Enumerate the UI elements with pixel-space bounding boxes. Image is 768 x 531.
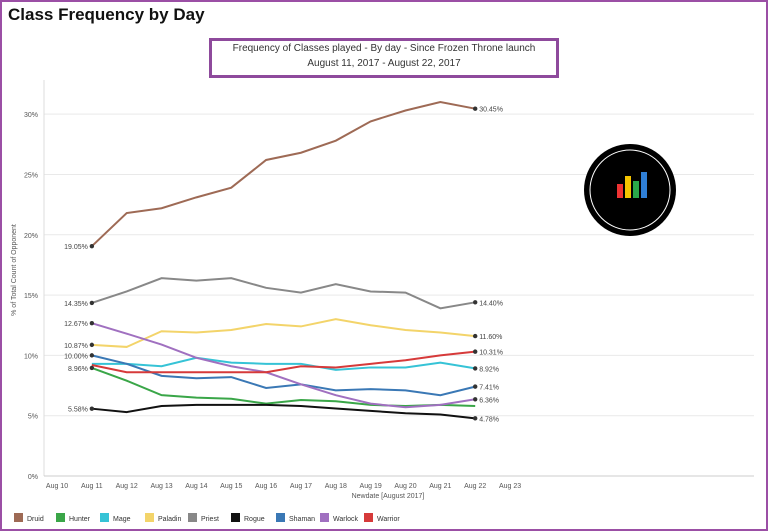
legend-swatch xyxy=(100,513,109,522)
x-axis: Aug 10 Aug 11 Aug 12 Aug 13 Aug 14 Aug 15 Aug … xyxy=(46,483,521,490)
data-label: 14.40% xyxy=(479,300,503,307)
series-line-warlock xyxy=(91,322,476,409)
x-tick-label: Aug 10 xyxy=(46,483,68,490)
chart-subtitle: August 11, 2017 - August 22, 2017 xyxy=(307,58,461,69)
data-label: 12.67% xyxy=(64,321,88,328)
x-tick-label: Aug 18 xyxy=(325,483,347,490)
legend-label: Warrior xyxy=(377,516,400,523)
point-marker xyxy=(473,397,478,402)
y-tick-label: 30% xyxy=(24,112,38,119)
x-tick-label: Aug 17 xyxy=(290,483,312,490)
point-marker xyxy=(89,353,95,358)
point-marker xyxy=(89,244,95,249)
data-reaper-logo xyxy=(584,144,676,236)
point-marker xyxy=(89,342,95,348)
data-label: 6.36% xyxy=(479,397,499,404)
x-tick-label: Aug 23 xyxy=(499,483,521,490)
data-label: 10.31% xyxy=(479,350,503,357)
legend-swatch xyxy=(231,513,240,522)
data-label: 14.35% xyxy=(64,301,88,308)
x-tick-label: Aug 22 xyxy=(464,483,486,490)
y-tick-label: 0% xyxy=(28,474,38,481)
series-line-warrior xyxy=(91,350,476,374)
legend-swatch xyxy=(364,513,373,522)
data-label: 30.45% xyxy=(479,107,503,114)
series-line-paladin xyxy=(91,318,476,348)
legend-swatch xyxy=(145,513,154,522)
point-marker xyxy=(473,366,478,371)
x-tick-label: Aug 12 xyxy=(116,483,138,490)
x-tick-label: Aug 20 xyxy=(394,483,416,490)
legend-swatch xyxy=(56,513,65,522)
point-marker xyxy=(473,333,478,339)
x-axis-label: Newdate [August 2017] xyxy=(352,493,425,500)
legend-label: Hunter xyxy=(69,516,91,523)
point-marker xyxy=(473,384,478,389)
data-label: 11.60% xyxy=(479,334,502,341)
data-label: 10.00% xyxy=(64,353,88,360)
series-line-druid xyxy=(91,101,476,247)
series-line-hunter xyxy=(91,366,476,408)
y-axis: 0% 5% 10% 15% 20% 25% 30% xyxy=(24,112,38,481)
legend-label: Rogue xyxy=(244,516,265,523)
legend-swatch xyxy=(14,513,23,522)
data-label: 8.96% xyxy=(68,366,88,373)
series-lines xyxy=(91,101,476,420)
data-label: 19.05% xyxy=(64,244,88,251)
series-line-priest xyxy=(91,277,476,310)
point-marker xyxy=(473,349,478,354)
legend-swatch xyxy=(188,513,197,522)
legend-label: Mage xyxy=(113,516,131,523)
x-tick-label: Aug 16 xyxy=(255,483,277,490)
legend-label: Paladin xyxy=(158,516,181,523)
point-marker xyxy=(89,300,95,306)
x-tick-label: Aug 14 xyxy=(185,483,207,490)
y-tick-label: 25% xyxy=(24,172,38,179)
x-tick-label: Aug 11 xyxy=(81,483,103,490)
legend-swatch xyxy=(320,513,329,522)
point-marker xyxy=(89,365,95,371)
legend-label: Priest xyxy=(201,516,219,523)
point-marker xyxy=(473,300,478,305)
y-axis-label: % of Total Count of Opponent xyxy=(11,224,18,316)
chart-title: Frequency of Classes played - By day - S… xyxy=(232,43,536,54)
chart-title-box: Frequency of Classes played - By day - S… xyxy=(209,38,559,78)
data-labels: 19.05% 30.45% 8.92% 10.87% 11.60% 14.35% 14.40… xyxy=(64,106,503,423)
data-label: 10.87% xyxy=(64,343,88,350)
y-tick-label: 15% xyxy=(24,293,38,300)
series-line-rogue xyxy=(91,403,476,420)
series-line-shaman xyxy=(91,354,476,397)
data-label: 5.58% xyxy=(68,407,88,414)
legend: Druid Hunter Mage Paladin Priest Rogue Shaman W… xyxy=(14,513,400,523)
legend-swatch xyxy=(276,513,285,522)
grid xyxy=(43,80,754,477)
data-label: 7.41% xyxy=(479,385,499,392)
legend-label: Druid xyxy=(27,516,44,523)
x-tick-label: Aug 13 xyxy=(150,483,172,490)
page-title: Class Frequency by Day xyxy=(8,5,205,24)
point-marker xyxy=(473,106,478,111)
x-tick-label: Aug 21 xyxy=(429,483,451,490)
point-marker xyxy=(89,320,95,326)
legend-label: Warlock xyxy=(333,516,359,523)
y-tick-label: 5% xyxy=(28,414,38,421)
data-label: 8.92% xyxy=(479,366,499,373)
point-marker xyxy=(473,416,478,421)
y-tick-label: 10% xyxy=(24,353,38,360)
series-line-mage xyxy=(91,356,476,371)
x-tick-label: Aug 19 xyxy=(360,483,382,490)
data-label: 4.78% xyxy=(479,416,499,423)
y-tick-label: 20% xyxy=(24,233,38,240)
x-tick-label: Aug 15 xyxy=(220,483,242,490)
point-marker xyxy=(89,406,95,411)
legend-label: Shaman xyxy=(289,516,315,523)
